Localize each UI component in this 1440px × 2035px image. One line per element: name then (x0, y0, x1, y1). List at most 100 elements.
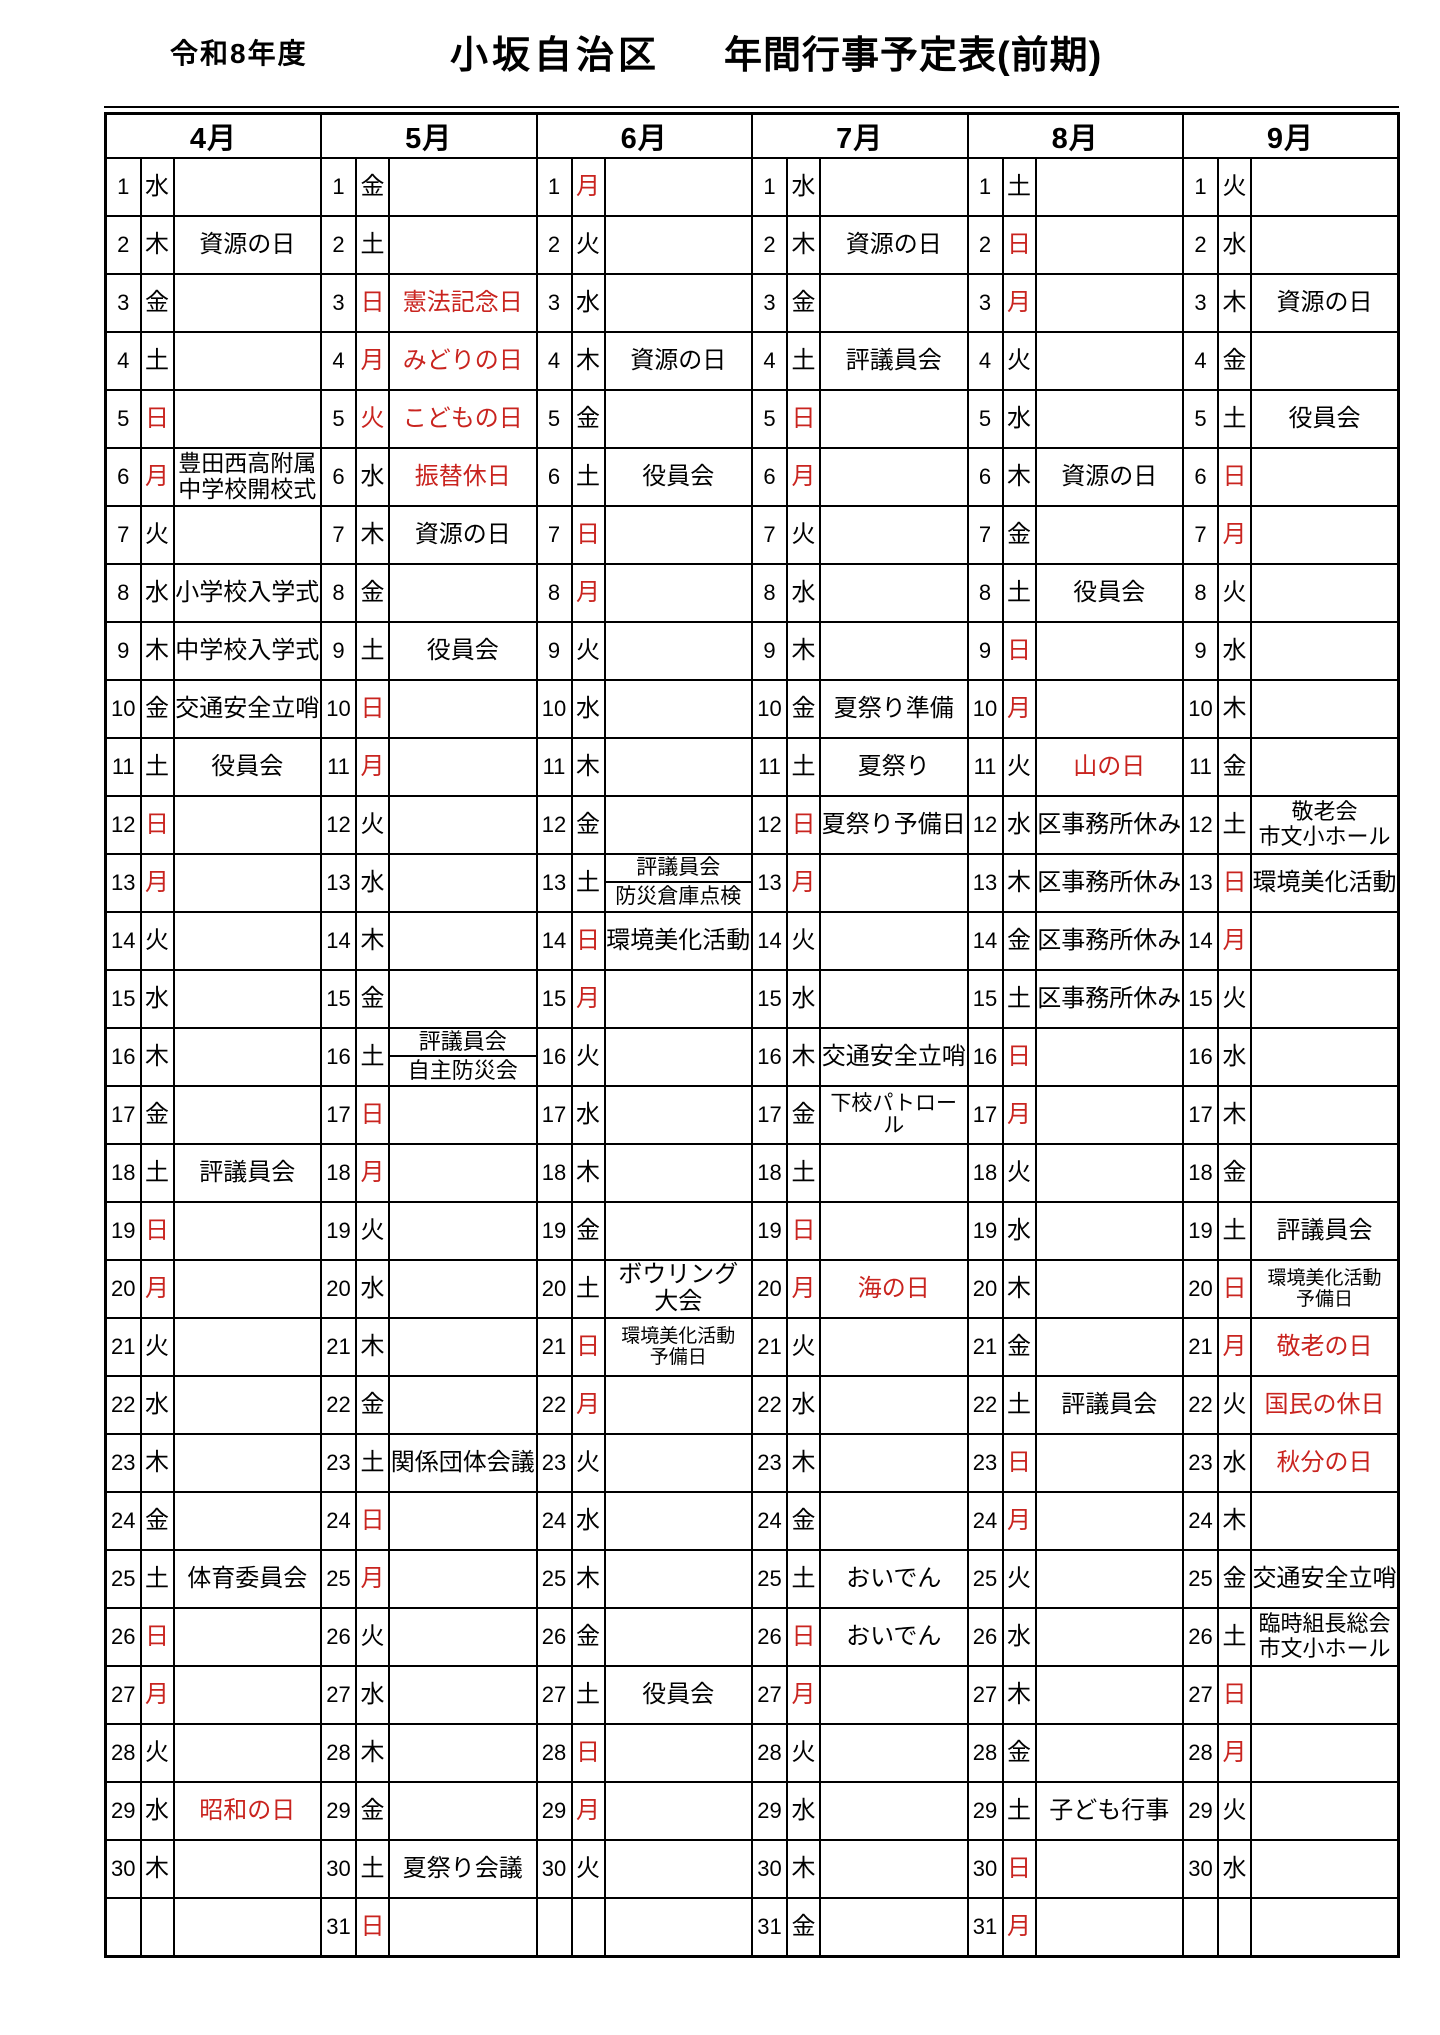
weekday-cell-7月-13: 月 (786, 853, 821, 913)
event-cell-6月-14: 環境美化活動 (603, 911, 753, 971)
weekday-cell-4月-12: 日 (139, 795, 175, 855)
event-cell-6月-1 (603, 157, 753, 217)
event-cell-7月-13 (819, 853, 969, 913)
date-cell-6月-12: 12 (535, 795, 573, 855)
weekday-cell-9月-25: 金 (1217, 1549, 1252, 1609)
event-cell-8月-1 (1034, 157, 1184, 217)
event-cell-8月-21 (1034, 1317, 1184, 1377)
weekday-cell-5月-27: 水 (355, 1665, 390, 1725)
date-cell-6月-1: 1 (535, 157, 573, 217)
weekday-cell-8月-31: 月 (1001, 1897, 1037, 1958)
weekday-cell-6月-19: 金 (570, 1201, 606, 1261)
date-cell-7月-18: 18 (751, 1143, 788, 1203)
event-cell-9月-blank31 (1250, 1897, 1400, 1958)
weekday-cell-8月-5: 水 (1001, 389, 1037, 449)
month-header-4月: 4月 (104, 112, 322, 159)
calendar-row-2: 2 木資源の日 2 土 2 火 2 木資源の日 2 日 2 水 (104, 215, 1400, 275)
weekday-cell-6月-14: 日 (570, 911, 606, 971)
event-line: 大会 (654, 1288, 703, 1315)
event-cell-9月-19: 評議員会 (1250, 1201, 1400, 1261)
event-cell-5月-28 (388, 1723, 538, 1783)
date-cell-9月-23: 23 (1182, 1433, 1219, 1493)
event-cell-5月-15 (388, 969, 538, 1029)
event-cell-4月-15 (172, 969, 322, 1029)
weekday-cell-7月-10: 金 (786, 679, 821, 739)
event-cell-4月-17 (172, 1085, 322, 1145)
weekday-cell-4月-18: 土 (139, 1143, 175, 1203)
weekday-cell-6月-21: 日 (570, 1317, 606, 1377)
date-cell-5月-18: 18 (320, 1143, 357, 1203)
weekday-cell-5月-2: 土 (355, 215, 390, 275)
date-cell-6月-14: 14 (535, 911, 573, 971)
date-cell-6月-23: 23 (535, 1433, 573, 1493)
date-cell-4月-10: 10 (104, 679, 142, 739)
event-cell-9月-17 (1250, 1085, 1400, 1145)
event-cell-8月-2 (1034, 215, 1184, 275)
weekday-cell-9月-17: 木 (1217, 1085, 1252, 1145)
event-cell-7月-28 (819, 1723, 969, 1783)
weekday-cell-7月-30: 木 (786, 1839, 821, 1899)
event-cell-6月-20: ボウリング 大会 (603, 1259, 753, 1319)
date-cell-6月-17: 17 (535, 1085, 573, 1145)
date-cell-8月-12: 12 (966, 795, 1004, 855)
weekday-cell-6月-6: 土 (570, 447, 606, 507)
date-cell-9月-1: 1 (1182, 157, 1219, 217)
date-cell-7月-8: 8 (751, 563, 788, 623)
event-cell-5月-26 (388, 1607, 538, 1667)
date-cell-5月-21: 21 (320, 1317, 357, 1377)
date-cell-6月-24: 24 (535, 1491, 573, 1551)
weekday-cell-9月-20: 日 (1217, 1259, 1252, 1319)
event-cell-4月-13 (172, 853, 322, 913)
date-cell-7月-9: 9 (751, 621, 788, 681)
event-cell-8月-12: 区事務所休み (1034, 795, 1184, 855)
date-cell-4月-27: 27 (104, 1665, 142, 1725)
date-cell-5月-17: 17 (320, 1085, 357, 1145)
weekday-cell-8月-21: 金 (1001, 1317, 1037, 1377)
weekday-cell-4月-16: 木 (139, 1027, 175, 1087)
event-cell-7月-22 (819, 1375, 969, 1435)
weekday-cell-7月-25: 土 (786, 1549, 821, 1609)
event-cell-6月-23 (603, 1433, 753, 1493)
date-cell-4月-21: 21 (104, 1317, 142, 1377)
weekday-cell-5月-16: 土 (355, 1027, 390, 1087)
date-cell-7月-19: 19 (751, 1201, 788, 1261)
event-line: 中学校開校式 (178, 476, 317, 502)
event-cell-9月-13: 環境美化活動 (1250, 853, 1400, 913)
date-cell-4月-28: 28 (104, 1723, 142, 1783)
event-cell-6月-28 (603, 1723, 753, 1783)
date-cell-8月-19: 19 (966, 1201, 1004, 1261)
event-cell-5月-11 (388, 737, 538, 797)
weekday-cell-8月-22: 土 (1001, 1375, 1037, 1435)
event-cell-7月-7 (819, 505, 969, 565)
date-cell-9月-6: 6 (1182, 447, 1219, 507)
weekday-cell-7月-22: 水 (786, 1375, 821, 1435)
weekday-cell-5月-9: 土 (355, 621, 390, 681)
event-cell-8月-18 (1034, 1143, 1184, 1203)
event-cell-9月-9 (1250, 621, 1400, 681)
date-cell-7月-11: 11 (751, 737, 788, 797)
date-cell-6月-30: 30 (535, 1839, 573, 1899)
date-cell-4月-25: 25 (104, 1549, 142, 1609)
date-cell-7月-10: 10 (751, 679, 788, 739)
event-cell-4月-5 (172, 389, 322, 449)
event-cell-7月-25: おいでん (819, 1549, 969, 1609)
event-cell-9月-21: 敬老の日 (1250, 1317, 1400, 1377)
weekday-cell-6月-10: 水 (570, 679, 606, 739)
date-cell-4月-7: 7 (104, 505, 142, 565)
date-cell-9月-2: 2 (1182, 215, 1219, 275)
calendar-row-13: 13 月 13 水 13 土評議員会 防災倉庫点検 13 月 13 木区事務所休み 13 日環境美化活動 (104, 853, 1400, 913)
event-cell-7月-18 (819, 1143, 969, 1203)
calendar-row-30: 30 木 30 土夏祭り会議 30 火 30 木 30 日 30 水 (104, 1839, 1400, 1899)
date-cell-4月-19: 19 (104, 1201, 142, 1261)
weekday-cell-7月-23: 木 (786, 1433, 821, 1493)
date-cell-6月-25: 25 (535, 1549, 573, 1609)
calendar-row-20: 20 月 20 水 20 土ボウリング 大会 20 月海の日 20 木 20 日環境美化活動 予備日 (104, 1259, 1400, 1319)
date-cell-6月-20: 20 (535, 1259, 573, 1319)
event-line: 評議員会 (606, 856, 751, 883)
date-cell-5月-7: 7 (320, 505, 357, 565)
weekday-cell-6月-13: 土 (570, 853, 606, 913)
weekday-cell-5月-29: 金 (355, 1781, 390, 1841)
weekday-cell-7月-7: 火 (786, 505, 821, 565)
event-cell-5月-10 (388, 679, 538, 739)
